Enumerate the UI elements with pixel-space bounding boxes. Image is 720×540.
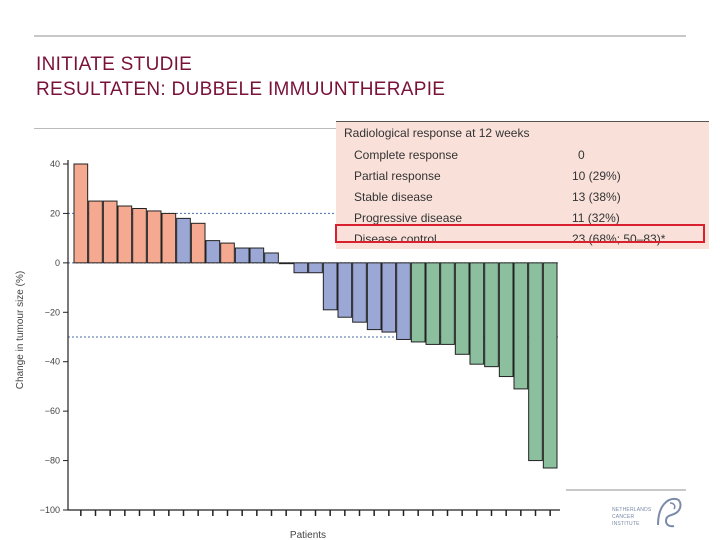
bar xyxy=(132,207,147,264)
institute-logo: NETHERLANDS CANCER INSTITUTE xyxy=(612,495,692,533)
bar xyxy=(176,217,191,264)
bar xyxy=(146,210,162,264)
bar xyxy=(234,247,250,264)
disease-control-highlight xyxy=(335,224,705,243)
y-tick-label: 20 xyxy=(50,208,60,218)
slide-title-line1: INITIATE STUDIE xyxy=(36,54,193,75)
logo-text: NETHERLANDS xyxy=(612,507,652,513)
bar xyxy=(366,262,382,331)
y-tick-label: 0 xyxy=(55,258,60,268)
bar xyxy=(190,222,206,264)
bar xyxy=(425,262,441,345)
title-underline-rule xyxy=(34,128,336,129)
bar xyxy=(484,262,499,368)
row-label: Complete response xyxy=(354,148,459,162)
bar xyxy=(249,247,265,264)
bar xyxy=(440,262,455,345)
top-rule xyxy=(34,35,686,37)
bar xyxy=(102,200,118,264)
y-axis-label: Change in tumour size (%) xyxy=(15,271,26,389)
y-tick-label: −60 xyxy=(45,406,60,416)
bar xyxy=(454,262,470,355)
bar xyxy=(88,200,103,264)
row-label: Stable disease xyxy=(354,190,433,204)
row-value: 13 (38%) xyxy=(572,190,621,204)
bar xyxy=(381,262,397,333)
bar xyxy=(293,262,309,274)
table-row: Progressive disease 11 (32%) xyxy=(336,210,709,228)
table-row: Stable disease 13 (38%) xyxy=(336,189,709,207)
table-row: Partial response 10 (29%) xyxy=(336,168,709,186)
y-tick-label: −40 xyxy=(45,357,60,367)
y-tick-label: 40 xyxy=(50,159,60,169)
bar xyxy=(410,262,426,343)
slide-title: INITIATE STUDIE RESULTATEN: DUBBELE IMMU… xyxy=(36,52,445,102)
bar xyxy=(220,242,235,264)
bar xyxy=(205,240,221,264)
bar xyxy=(73,163,89,264)
axes: 40 20 0 −20 −40 −60 −80 −100 xyxy=(40,159,560,516)
x-axis-label: Patients xyxy=(290,530,326,540)
bar xyxy=(264,252,279,264)
bar xyxy=(117,205,133,264)
logo-text: CANCER xyxy=(612,514,635,520)
bar xyxy=(469,262,485,365)
bar xyxy=(542,262,558,469)
bar xyxy=(396,262,411,340)
bar xyxy=(352,262,367,323)
response-table-heading: Radiological response at 12 weeks xyxy=(344,126,530,140)
bar xyxy=(528,262,543,462)
y-tick-label: −100 xyxy=(40,505,60,515)
bar xyxy=(513,262,529,390)
bar xyxy=(498,262,514,378)
logo-text: INSTITUTE xyxy=(612,521,640,527)
bar xyxy=(161,212,177,264)
bar xyxy=(322,262,338,311)
logo-emblem-icon xyxy=(657,497,682,528)
row-label: Partial response xyxy=(354,169,441,183)
y-tick-label: −20 xyxy=(45,307,60,317)
row-value: 0 xyxy=(578,148,585,162)
bar xyxy=(278,262,294,265)
bottom-right-rule xyxy=(566,489,686,491)
bar-series xyxy=(73,163,558,469)
bar xyxy=(337,262,353,318)
slide-title-line2: RESULTATEN: DUBBELE IMMUUNTHERAPIE xyxy=(36,79,446,100)
table-row: Complete response 0 xyxy=(336,147,709,165)
row-value: 11 (32%) xyxy=(572,211,620,225)
response-table: Radiological response at 12 weeks Comple… xyxy=(336,121,709,249)
row-value: 10 (29%) xyxy=(572,169,621,183)
y-tick-label: −80 xyxy=(45,456,60,466)
row-label: Progressive disease xyxy=(354,211,463,225)
bar xyxy=(308,262,323,274)
